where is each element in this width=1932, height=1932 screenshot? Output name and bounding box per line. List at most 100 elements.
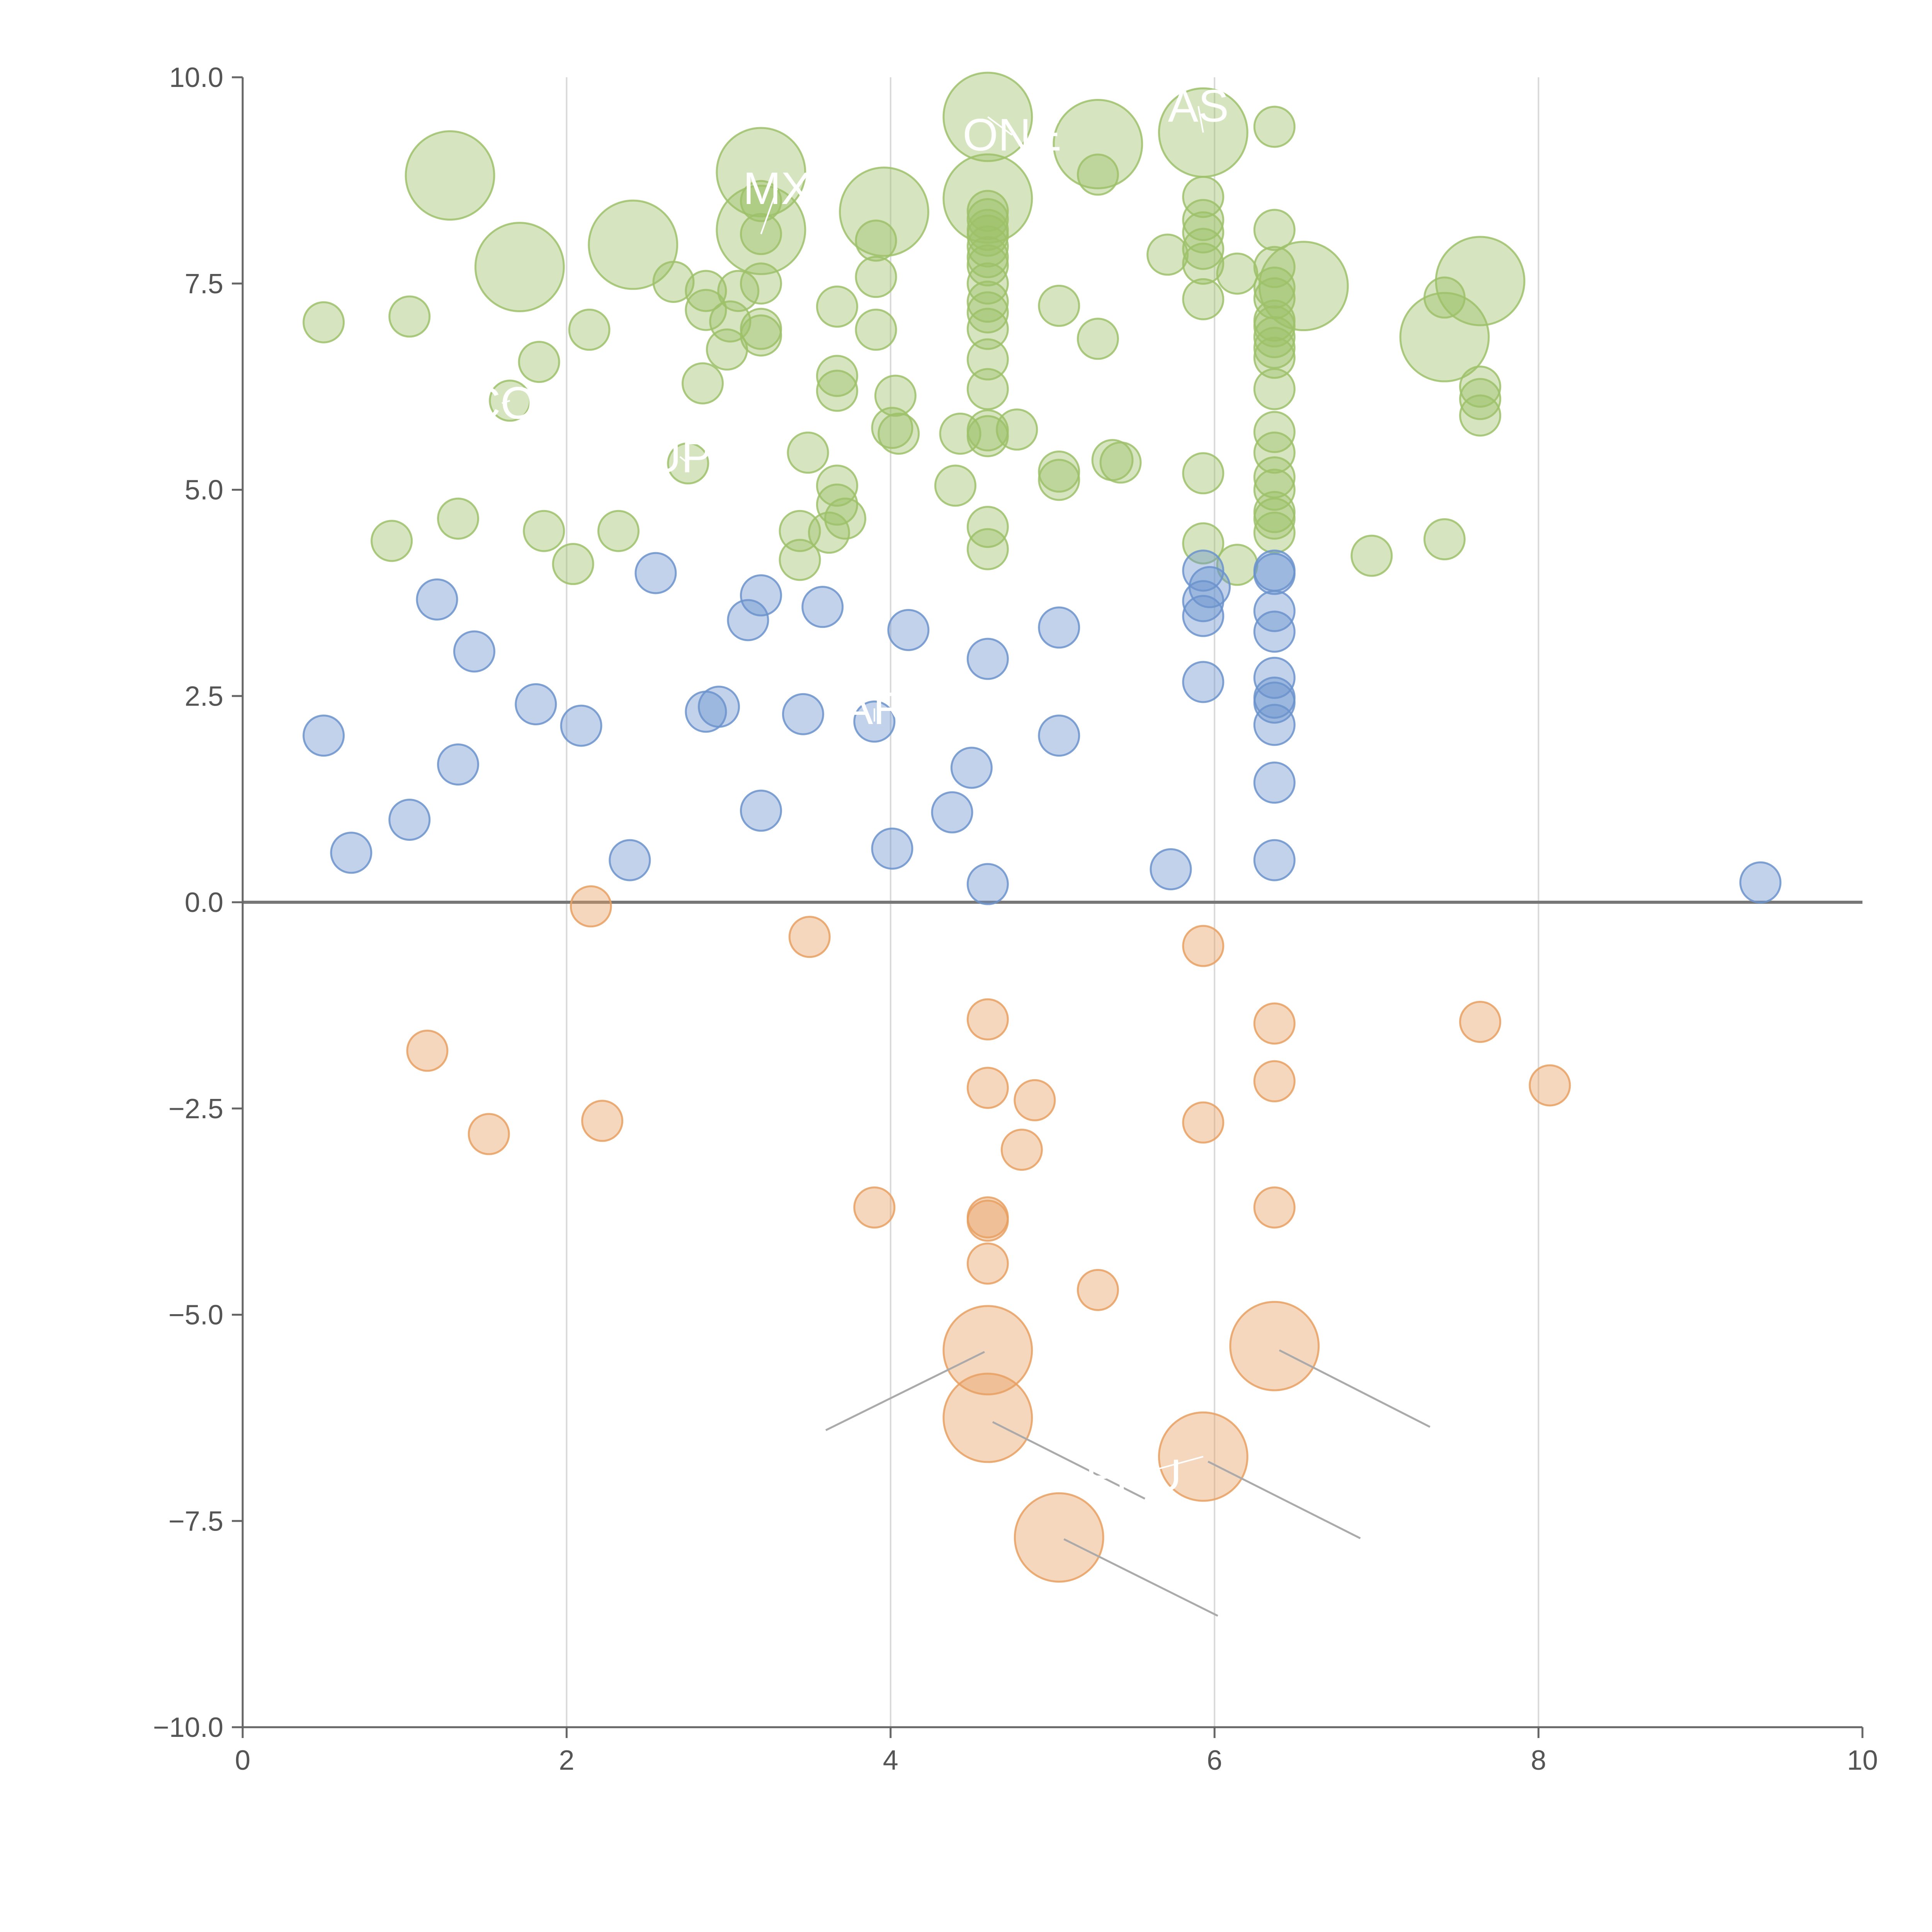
annotation-label: MX: [743, 163, 811, 214]
green-point: [855, 308, 897, 351]
leader-lines: [825, 1349, 1430, 1617]
green-point: [816, 369, 858, 412]
green-point: [437, 497, 480, 540]
blue-point: [966, 638, 1009, 680]
blue-point: [727, 599, 769, 641]
blue-point: [931, 791, 973, 833]
green-point: [1182, 452, 1225, 495]
green-point: [966, 528, 1009, 570]
blue-point: [1182, 549, 1225, 592]
green-point: [1253, 337, 1296, 379]
green-point: [588, 199, 679, 290]
x-tick-label: 8: [1531, 1745, 1546, 1776]
green-point: [1182, 199, 1225, 241]
green-point: [1253, 497, 1296, 540]
green-point: [740, 180, 782, 222]
blue-point: [1253, 839, 1296, 881]
leader-line: [1279, 1349, 1430, 1428]
green-point: [839, 167, 929, 257]
blue-point: [1182, 661, 1225, 703]
blue-point: [1253, 681, 1296, 724]
y-tick-label: 7.5: [185, 269, 223, 299]
blue-point: [609, 839, 651, 881]
blue-point: [740, 574, 782, 617]
green-point: [1038, 459, 1080, 501]
green-point: [966, 190, 1009, 232]
green-point: [523, 510, 565, 552]
green-point: [966, 281, 1009, 323]
green-point: [685, 270, 727, 312]
green-point: [1253, 327, 1296, 369]
blue-point: [330, 832, 372, 874]
blue-point: [303, 714, 345, 757]
blue-point: [740, 789, 782, 832]
axes: [232, 76, 1864, 1738]
green-point: [1216, 252, 1259, 295]
green-point: [816, 464, 858, 507]
green-point: [740, 314, 782, 357]
blue-point: [1038, 606, 1080, 649]
green-point: [966, 209, 1009, 251]
green-point: [816, 355, 858, 397]
annotation-label: AS: [1168, 81, 1229, 132]
annotation-label: UP: [648, 431, 712, 482]
y-tick-label: −2.5: [168, 1094, 223, 1124]
green-point: [874, 374, 917, 417]
green-point: [1459, 366, 1502, 408]
x-tick-label: 6: [1207, 1745, 1222, 1776]
green-point: [878, 412, 920, 455]
green-point: [1253, 105, 1296, 148]
blue-point: [1253, 553, 1296, 595]
y-tick-label: 5.0: [185, 475, 223, 506]
blue-point: [697, 685, 740, 728]
blue-point: [1182, 595, 1225, 637]
y-tick-label: 10.0: [169, 62, 223, 93]
green-point: [996, 408, 1038, 451]
annotation-leader: [1197, 106, 1204, 133]
annotation-leader: [679, 456, 689, 464]
orange-point: [468, 1113, 510, 1155]
green-point: [1182, 228, 1225, 270]
blue-point: [634, 552, 677, 594]
green-point: [1053, 99, 1143, 189]
blue-point: [437, 743, 480, 786]
blue-point: [966, 863, 1009, 905]
annotation-label: AR: [843, 683, 906, 734]
green-point: [1038, 284, 1080, 327]
annotation-leader: [502, 400, 510, 404]
orange-point: [1182, 925, 1225, 967]
green-point: [1253, 512, 1296, 554]
blue-point: [560, 704, 602, 747]
green-point: [966, 506, 1009, 548]
green-point: [1423, 518, 1466, 561]
green-point: [552, 543, 594, 585]
green-point: [942, 153, 1033, 244]
green-point: [1459, 378, 1502, 420]
orange-point: [1014, 1492, 1104, 1583]
green-point: [1099, 441, 1142, 484]
green-point: [303, 301, 345, 344]
y-tick-label: −10.0: [153, 1712, 223, 1743]
green-point: [1146, 233, 1189, 276]
green-point: [939, 412, 981, 455]
leader-line: [992, 1421, 1146, 1500]
data-points: [303, 71, 1782, 1583]
blue-point: [1253, 611, 1296, 653]
blue-point: [1739, 861, 1782, 904]
y-tick-label: 0.0: [185, 887, 223, 918]
blue-point: [1253, 761, 1296, 804]
green-point: [1459, 394, 1502, 437]
orange-point: [788, 916, 831, 958]
green-point: [1253, 209, 1296, 251]
annotation-leader: [760, 188, 778, 235]
x-tick-label: 4: [883, 1745, 898, 1776]
blue-point: [871, 827, 913, 870]
green-point: [682, 362, 724, 405]
blue-point: [782, 693, 824, 735]
green-point: [824, 497, 866, 540]
blue-point: [887, 609, 930, 651]
green-point: [1253, 469, 1296, 511]
green-point: [1253, 266, 1296, 309]
green-point: [1253, 368, 1296, 410]
